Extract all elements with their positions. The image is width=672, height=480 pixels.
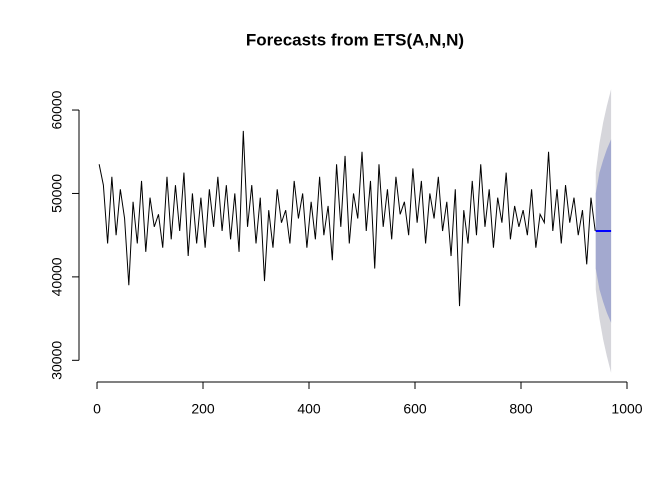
y-tick-label: 40000 <box>49 257 65 296</box>
x-tick-label: 600 <box>403 401 427 417</box>
x-tick-label: 200 <box>191 401 215 417</box>
chart-title: Forecasts from ETS(A,N,N) <box>246 30 464 49</box>
x-tick-label: 0 <box>93 401 101 417</box>
y-tick-label: 30000 <box>49 341 65 380</box>
x-tick-label: 400 <box>297 401 321 417</box>
x-tick-label: 1000 <box>611 401 642 417</box>
y-tick-label: 50000 <box>49 174 65 213</box>
data-line <box>98 130 596 307</box>
y-tick-label: 60000 <box>49 90 65 129</box>
x-tick-label: 800 <box>509 401 533 417</box>
